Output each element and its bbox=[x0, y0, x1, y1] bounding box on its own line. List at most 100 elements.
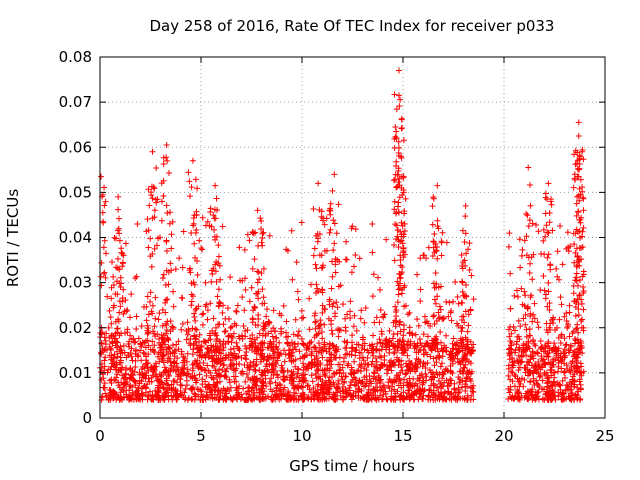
roti-point bbox=[572, 277, 579, 284]
roti-point bbox=[506, 356, 513, 363]
roti-point bbox=[437, 328, 444, 335]
roti-point bbox=[393, 210, 400, 217]
roti-point bbox=[149, 338, 156, 345]
roti-point bbox=[398, 115, 405, 122]
roti-point bbox=[580, 288, 587, 295]
roti-point bbox=[517, 264, 524, 271]
roti-point bbox=[516, 236, 523, 243]
roti-point bbox=[160, 271, 167, 278]
roti-point bbox=[385, 366, 392, 373]
roti-point bbox=[242, 378, 249, 385]
roti-point bbox=[350, 263, 357, 270]
roti-point bbox=[352, 226, 359, 233]
roti-point bbox=[578, 296, 585, 303]
roti-point bbox=[217, 300, 224, 307]
roti-point bbox=[563, 362, 570, 369]
roti-point bbox=[138, 343, 145, 350]
roti-point bbox=[427, 345, 434, 352]
roti-point bbox=[505, 362, 512, 369]
roti-point bbox=[253, 386, 260, 393]
roti-point bbox=[319, 309, 326, 316]
roti-point bbox=[281, 358, 288, 365]
roti-point bbox=[233, 308, 240, 315]
roti-point bbox=[391, 206, 398, 213]
roti-point bbox=[407, 365, 414, 372]
roti-point bbox=[208, 342, 215, 349]
roti-point bbox=[138, 390, 145, 397]
roti-point bbox=[573, 362, 580, 369]
roti-point bbox=[123, 391, 130, 398]
roti-point bbox=[268, 375, 275, 382]
roti-point bbox=[526, 181, 533, 188]
roti-point bbox=[212, 324, 219, 331]
roti-point bbox=[113, 361, 120, 368]
roti-point bbox=[184, 319, 191, 326]
roti-point bbox=[433, 341, 440, 348]
roti-point bbox=[375, 396, 382, 403]
roti-point bbox=[351, 312, 358, 319]
roti-point bbox=[135, 384, 142, 391]
roti-point bbox=[162, 389, 169, 396]
roti-point bbox=[140, 304, 147, 311]
roti-point bbox=[535, 370, 542, 377]
roti-point bbox=[446, 299, 453, 306]
roti-point bbox=[450, 298, 457, 305]
roti-point bbox=[121, 374, 128, 381]
roti-point bbox=[117, 343, 124, 350]
roti-point bbox=[329, 258, 336, 265]
roti-point bbox=[134, 220, 141, 227]
roti-point bbox=[334, 389, 341, 396]
roti-point bbox=[108, 284, 115, 291]
roti-point bbox=[466, 368, 473, 375]
roti-point bbox=[576, 262, 583, 269]
roti-point bbox=[391, 145, 398, 152]
roti-point bbox=[451, 355, 458, 362]
roti-point bbox=[102, 274, 109, 281]
roti-point bbox=[577, 381, 584, 388]
roti-point bbox=[168, 267, 175, 274]
roti-point bbox=[158, 373, 165, 380]
roti-point bbox=[124, 307, 131, 314]
roti-point bbox=[203, 392, 210, 399]
roti-point bbox=[406, 342, 413, 349]
roti-point bbox=[573, 226, 580, 233]
roti-point bbox=[320, 394, 327, 401]
roti-point bbox=[192, 317, 199, 324]
x-tick-label: 5 bbox=[196, 427, 206, 445]
roti-point bbox=[412, 360, 419, 367]
roti-point bbox=[438, 239, 445, 246]
roti-point bbox=[123, 381, 130, 388]
roti-point bbox=[576, 244, 583, 251]
roti-point bbox=[205, 337, 212, 344]
roti-point bbox=[551, 340, 558, 347]
roti-point bbox=[421, 313, 428, 320]
roti-point bbox=[463, 250, 470, 257]
roti-point bbox=[132, 363, 139, 370]
roti-point bbox=[544, 229, 551, 236]
roti-point bbox=[546, 209, 553, 216]
roti-point bbox=[120, 252, 127, 259]
roti-point bbox=[334, 304, 341, 311]
roti-point bbox=[173, 379, 180, 386]
roti-point bbox=[531, 300, 538, 307]
roti-point bbox=[377, 286, 384, 293]
roti-point bbox=[561, 346, 568, 353]
roti-point bbox=[132, 338, 139, 345]
roti-point bbox=[268, 362, 275, 369]
roti-point bbox=[126, 383, 133, 390]
roti-point bbox=[545, 338, 552, 345]
roti-point bbox=[553, 352, 560, 359]
roti-point bbox=[312, 325, 319, 332]
roti-point bbox=[514, 293, 521, 300]
roti-point bbox=[102, 354, 109, 361]
roti-point bbox=[384, 370, 391, 377]
roti-point bbox=[465, 246, 472, 253]
roti-point bbox=[117, 303, 124, 310]
roti-point bbox=[109, 339, 116, 346]
roti-point bbox=[398, 341, 405, 348]
roti-point bbox=[149, 328, 156, 335]
roti-point bbox=[164, 210, 171, 217]
roti-point bbox=[145, 325, 152, 332]
roti-point bbox=[540, 237, 547, 244]
roti-point bbox=[406, 375, 413, 382]
